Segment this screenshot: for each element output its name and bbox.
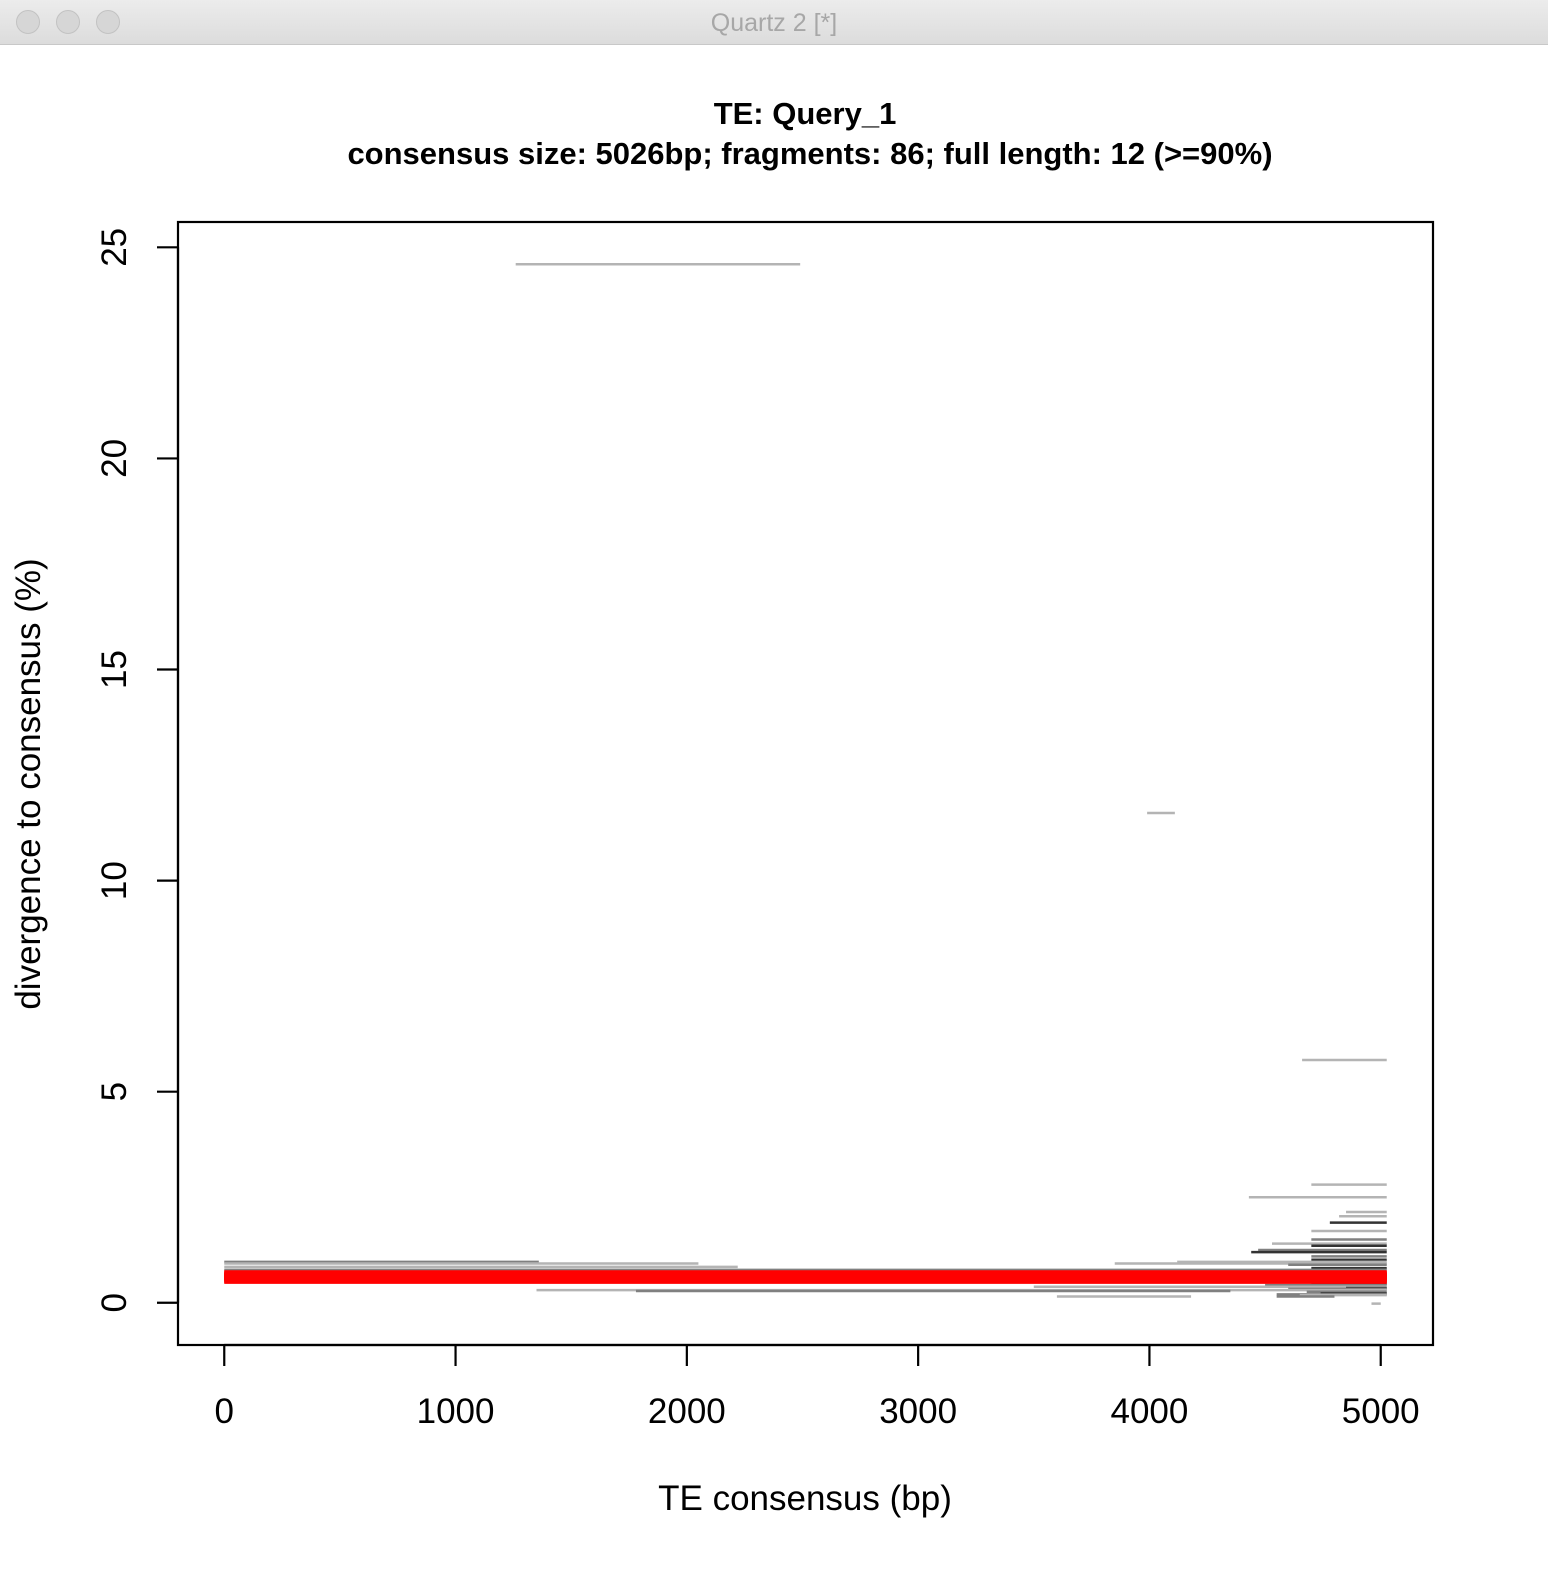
y-tick-label-0: 0 <box>95 1293 134 1312</box>
zoom-window-button[interactable] <box>96 10 120 34</box>
y-tick-label-15: 15 <box>95 650 134 689</box>
x-tick-label-4000: 4000 <box>1110 1392 1188 1431</box>
x-tick-label-2000: 2000 <box>648 1392 726 1431</box>
plot-frame <box>176 220 1435 1347</box>
plot-canvas: TE: Query_1 consensus size: 5026bp; frag… <box>9 96 1435 1518</box>
y-axis: 0 5 10 15 20 25 <box>95 228 180 1313</box>
chart-subtitle: consensus size: 5026bp; fragments: 86; f… <box>347 136 1272 171</box>
full-length-segments <box>224 1270 1387 1284</box>
x-tick-label-3000: 3000 <box>879 1392 957 1431</box>
chart-title: TE: Query_1 <box>714 96 897 131</box>
x-tick-label-0: 0 <box>215 1392 234 1431</box>
x-tick-label-5000: 5000 <box>1342 1392 1420 1431</box>
fragment-segments <box>224 262 1387 1305</box>
y-tick-label-10: 10 <box>95 861 134 900</box>
y-axis-label: divergence to consensus (%) <box>9 558 48 1009</box>
x-axis-label: TE consensus (bp) <box>658 1479 952 1518</box>
y-tick-label-20: 20 <box>95 439 134 478</box>
y-tick-label-25: 25 <box>95 228 134 267</box>
minimize-window-button[interactable] <box>56 10 80 34</box>
window-title: Quartz 2 [*] <box>710 9 838 37</box>
x-axis: 0 1000 2000 3000 4000 5000 <box>215 1343 1420 1431</box>
window-titlebar: Quartz 2 [*] <box>0 0 1548 45</box>
y-tick-label-5: 5 <box>95 1082 134 1101</box>
close-window-button[interactable] <box>16 10 40 34</box>
x-tick-label-1000: 1000 <box>417 1392 495 1431</box>
